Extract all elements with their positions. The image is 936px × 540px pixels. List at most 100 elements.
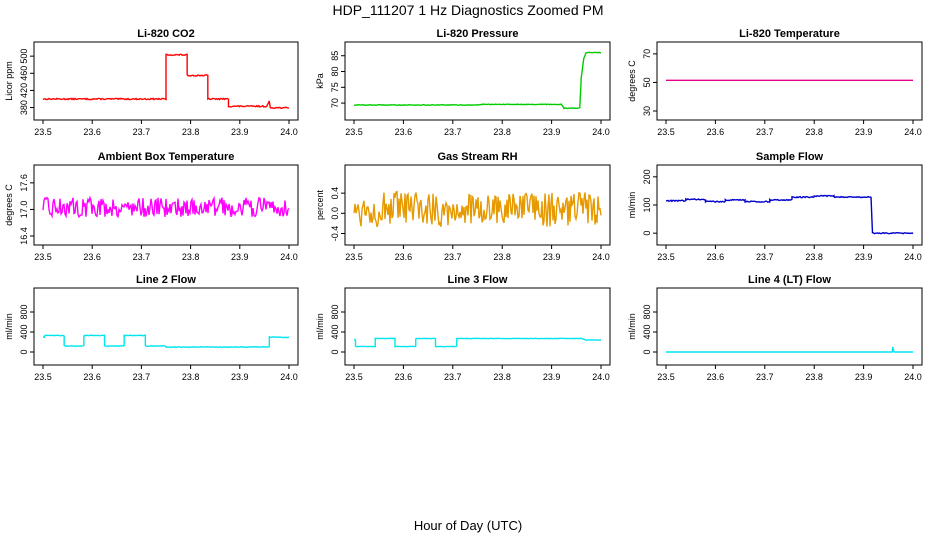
chart-panel-8: Line 3 Flow ml/min 0 400 800 23.5 23.6 23.7 23.8… [315, 274, 611, 382]
chart-panel-7: Line 2 Flow ml/min 0 400 800 23.5 23.6 23.7 23.8… [4, 274, 299, 382]
x-tick-label: 24.0 [280, 372, 298, 382]
panel-title: Li-820 CO2 [137, 28, 194, 40]
series-line [42, 53, 290, 110]
x-tick-label: 24.0 [280, 127, 298, 137]
y-axis-label: ml/min [4, 313, 14, 340]
series-line [42, 334, 290, 349]
y-tick-label: 0.0 [330, 207, 340, 220]
x-tick-label: 23.9 [231, 372, 249, 382]
x-tick-label: 23.9 [855, 372, 873, 382]
chart-panel-2: Li-820 Pressure kPa 70 75 80 85 23.5 23.6 23.7 23… [315, 28, 611, 137]
y-tick-label: 420 [19, 83, 29, 98]
plot-frame [33, 41, 299, 121]
x-tick-label: 23.8 [493, 252, 511, 262]
panel-title: Sample Flow [756, 151, 824, 163]
x-tick-label: 23.9 [855, 252, 873, 262]
y-tick-label: 800 [330, 304, 340, 319]
x-tick-label: 24.0 [280, 252, 298, 262]
y-tick-label: 400 [642, 324, 652, 339]
x-tick-label: 23.6 [395, 127, 413, 137]
y-tick-label: 75 [330, 82, 340, 92]
chart-panel-5: Gas Stream RH percent -0.4 0.0 0.4 23.5 23.6 23… [315, 151, 611, 262]
x-tick-label: 23.6 [707, 127, 725, 137]
y-tick-label: 17.0 [19, 201, 29, 219]
y-axis-label: ml/min [627, 313, 637, 340]
y-tick-label: 0 [642, 231, 652, 236]
plot-frame [344, 287, 611, 366]
plot-frame [656, 287, 923, 366]
panel-title: Line 3 Flow [448, 274, 508, 286]
y-tick-label: 0 [330, 349, 340, 354]
y-tick-label: 70 [330, 98, 340, 108]
x-tick-label: 23.5 [657, 252, 675, 262]
y-tick-label: 400 [330, 324, 340, 339]
y-tick-label: 16.4 [19, 227, 29, 245]
x-tick-label: 24.0 [592, 127, 610, 137]
x-tick-label: 23.9 [231, 252, 249, 262]
x-tick-label: 23.6 [707, 252, 725, 262]
x-tick-label: 23.9 [855, 127, 873, 137]
plot-frame [344, 164, 611, 246]
panel-title: Gas Stream RH [437, 151, 517, 163]
y-tick-label: 400 [19, 324, 29, 339]
x-tick-label: 23.7 [444, 372, 462, 382]
y-tick-label: 100 [642, 197, 652, 212]
x-tick-label: 23.7 [756, 252, 774, 262]
x-tick-label: 23.8 [182, 252, 200, 262]
x-axis-title: Hour of Day (UTC) [413, 518, 523, 533]
x-tick-label: 23.8 [493, 127, 511, 137]
panel-title: Ambient Box Temperature [98, 151, 235, 163]
x-tick-label: 23.8 [805, 127, 823, 137]
y-tick-label: 380 [19, 100, 29, 115]
chart-panel-1: Li-820 CO2 Licor ppm 380 420 460 500 23.5 23.6 2… [4, 28, 299, 137]
panel-title: Line 2 Flow [136, 274, 196, 286]
y-axis-label: kPa [315, 73, 325, 89]
x-tick-label: 23.9 [543, 252, 561, 262]
y-tick-label: 0 [642, 349, 652, 354]
x-tick-label: 24.0 [904, 127, 922, 137]
x-tick-label: 23.7 [756, 127, 774, 137]
x-tick-label: 23.5 [34, 252, 52, 262]
chart-panel-4: Ambient Box Temperature degrees C 16.4 17.0… [4, 151, 299, 262]
y-tick-label: 800 [19, 304, 29, 319]
x-tick-label: 23.6 [395, 372, 413, 382]
x-tick-label: 23.6 [83, 372, 101, 382]
x-tick-label: 24.0 [904, 252, 922, 262]
x-tick-label: 23.7 [133, 372, 151, 382]
y-axis-label: percent [315, 189, 325, 220]
x-tick-label: 23.6 [83, 127, 101, 137]
y-tick-label: 85 [330, 51, 340, 61]
x-tick-label: 24.0 [592, 252, 610, 262]
x-tick-label: 23.7 [756, 372, 774, 382]
series-line [665, 194, 914, 235]
series-line [353, 190, 602, 228]
x-tick-label: 23.7 [444, 127, 462, 137]
y-axis-label: Licor ppm [4, 61, 14, 101]
y-tick-label: -0.4 [330, 226, 340, 242]
y-axis-label: degrees C [4, 184, 14, 226]
panel-title: Li-820 Temperature [739, 28, 840, 40]
y-tick-label: 460 [19, 66, 29, 81]
page-title: HDP_111207 1 Hz Diagnostics Zoomed PM [332, 2, 604, 18]
x-tick-label: 24.0 [592, 372, 610, 382]
x-tick-label: 23.7 [133, 252, 151, 262]
plot-frame [344, 41, 611, 121]
y-axis-label: ml/min [315, 313, 325, 340]
y-tick-label: 80 [330, 67, 340, 77]
series-line [42, 195, 290, 219]
plot-frame [33, 164, 299, 246]
y-tick-label: 500 [19, 49, 29, 64]
x-tick-label: 23.5 [34, 127, 52, 137]
x-tick-label: 23.8 [805, 372, 823, 382]
x-tick-label: 23.6 [707, 372, 725, 382]
y-tick-label: 50 [642, 77, 652, 87]
x-tick-label: 23.7 [133, 127, 151, 137]
x-tick-label: 23.8 [805, 252, 823, 262]
x-tick-label: 23.5 [657, 372, 675, 382]
x-tick-label: 23.8 [493, 372, 511, 382]
series-line [666, 346, 913, 353]
y-tick-label: 0 [19, 349, 29, 354]
y-tick-label: 30 [642, 106, 652, 116]
x-tick-label: 23.9 [543, 127, 561, 137]
